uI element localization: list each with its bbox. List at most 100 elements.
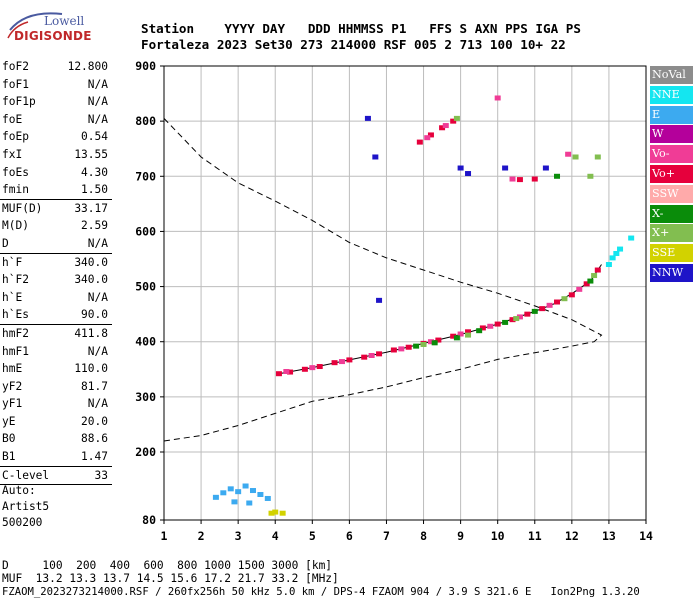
param-row: yE 20.0 <box>0 413 112 431</box>
param-value: 33 <box>94 468 108 482</box>
echo-point <box>613 250 620 256</box>
param-label: M(D) <box>2 219 29 233</box>
logo-text-digisonde: DIGISONDE <box>14 29 92 43</box>
echo-point <box>591 273 598 279</box>
hdr-axn-label: AXN <box>474 21 498 36</box>
x-tick-label: 11 <box>528 529 542 543</box>
echo-point <box>235 489 242 495</box>
x-tick-label: 10 <box>491 529 505 543</box>
hdr-ffs-value: 005 <box>414 37 437 52</box>
hdr-iga-value: 10+ <box>520 37 543 52</box>
x-tick-label: 2 <box>198 529 205 543</box>
echo-point <box>279 510 286 516</box>
echo-point <box>368 353 375 358</box>
echo-point <box>390 347 397 353</box>
solid-profile-curve <box>278 264 602 375</box>
param-label: D <box>2 236 9 250</box>
param-value: N/A <box>87 344 108 358</box>
hdr-p1-value: RSF <box>383 37 407 52</box>
hdr-date-value: 2023 Set30 <box>216 37 293 52</box>
param-value: 340.0 <box>74 273 108 287</box>
plot-frame <box>163 65 647 521</box>
param-value: N/A <box>87 397 108 411</box>
echo-point <box>364 115 371 121</box>
echo-point <box>287 369 294 375</box>
param-label: foEp <box>2 130 29 144</box>
legend-item: NoVal <box>650 66 693 84</box>
echo-point <box>450 118 457 124</box>
footer-file-row: FZAOM_2023273214000.RSF / 260fx256h 50 k… <box>2 586 640 598</box>
param-value: 340.0 <box>74 255 108 269</box>
echo-point <box>561 296 568 302</box>
param-row: D N/A <box>0 235 112 253</box>
param-label: h`E <box>2 290 23 304</box>
param-value: 4.30 <box>81 165 108 179</box>
x-tick-label: 13 <box>602 529 616 543</box>
param-row: fmin 1.50 <box>0 181 112 199</box>
y-tick-label: 500 <box>135 280 156 294</box>
echo-point <box>450 333 457 339</box>
echo-point <box>487 323 494 329</box>
param-row: M(D) 2.59 <box>0 217 112 235</box>
echo-point <box>372 154 379 160</box>
echo-point <box>316 364 323 370</box>
dashed-profile-curve <box>163 118 603 442</box>
param-value: N/A <box>87 290 108 304</box>
echo-point <box>453 115 460 121</box>
param-row: hmF2 411.8 <box>0 323 112 343</box>
echo-point <box>257 492 264 497</box>
y-tick-label: 200 <box>135 445 156 459</box>
param-value: 2.59 <box>81 219 108 233</box>
echo-point <box>617 246 624 252</box>
param-row: yF1 N/A <box>0 395 112 413</box>
echo-point <box>212 494 219 500</box>
echo-point <box>568 292 575 298</box>
echo-point <box>435 337 442 343</box>
echo-point <box>431 340 438 346</box>
param-label: fxI <box>2 147 23 161</box>
param-label: hmE <box>2 362 23 376</box>
echo-point <box>554 173 561 179</box>
logo-swoosh-icon <box>7 12 63 39</box>
echo-point <box>376 351 383 357</box>
legend-item: Vo+ <box>650 164 693 183</box>
param-value: 110.0 <box>74 362 108 376</box>
legend-item: NNE <box>650 85 693 104</box>
y-tick-label: 300 <box>135 390 156 404</box>
echo-point <box>416 139 423 145</box>
echo-point <box>572 154 579 160</box>
echo-point <box>513 316 520 322</box>
param-label: foF1p <box>2 95 36 109</box>
echo-point <box>531 308 538 314</box>
hdr-p1-label: P1 <box>391 21 407 36</box>
footer-muf-row: MUF 13.2 13.3 13.7 14.5 15.6 17.2 21.7 3… <box>2 572 339 585</box>
param-label: yF1 <box>2 397 23 411</box>
echo-point <box>283 368 290 374</box>
echo-point <box>502 165 509 171</box>
echo-point <box>231 499 238 505</box>
y-tick-label: 700 <box>135 169 156 183</box>
echo-point <box>272 509 279 515</box>
param-row: fxI 13.55 <box>0 146 112 164</box>
param-label: fmin <box>2 183 29 197</box>
param-divider <box>0 484 112 486</box>
echo-point <box>275 371 282 377</box>
param-label: yE <box>2 414 16 428</box>
legend-item: Vo- <box>650 145 693 164</box>
param-value: 90.0 <box>81 308 108 322</box>
param-label: yF2 <box>2 379 23 393</box>
hdr-station-label: Station <box>141 21 195 36</box>
param-label: hmF1 <box>2 344 29 358</box>
echo-point <box>576 286 583 292</box>
legend: NoVal NNE E W Vo- Vo+ SSW X- X+ SSE NNW <box>650 66 693 284</box>
legend-item: NNW <box>650 263 693 282</box>
echo-point <box>587 173 594 179</box>
echo-point <box>628 235 635 241</box>
echo-point <box>565 151 572 157</box>
param-row: B0 88.6 <box>0 430 112 448</box>
param-label: C-level <box>2 468 50 482</box>
param-row: hmE 110.0 <box>0 360 112 378</box>
echo-point <box>227 486 234 492</box>
param-value: 0.54 <box>81 130 108 144</box>
